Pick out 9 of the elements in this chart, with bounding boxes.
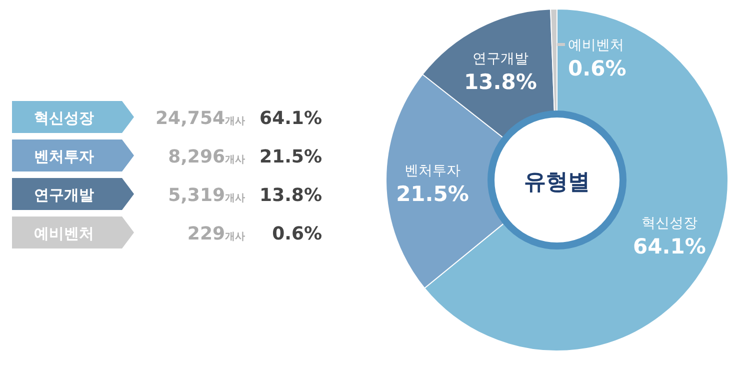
- text: 유형별: [524, 170, 590, 195]
- slice-label: 연구개발: [472, 51, 528, 68]
- slice-label: 예비벤처: [568, 38, 624, 54]
- data-label: 0.6%: [568, 56, 626, 80]
- data-label: 21.5%: [396, 182, 469, 206]
- data-label: 13.8%: [464, 70, 537, 94]
- slice-label: 혁신성장: [641, 215, 698, 232]
- data-label: 64.1%: [633, 234, 706, 258]
- slice-label: 벤처투자: [404, 163, 461, 180]
